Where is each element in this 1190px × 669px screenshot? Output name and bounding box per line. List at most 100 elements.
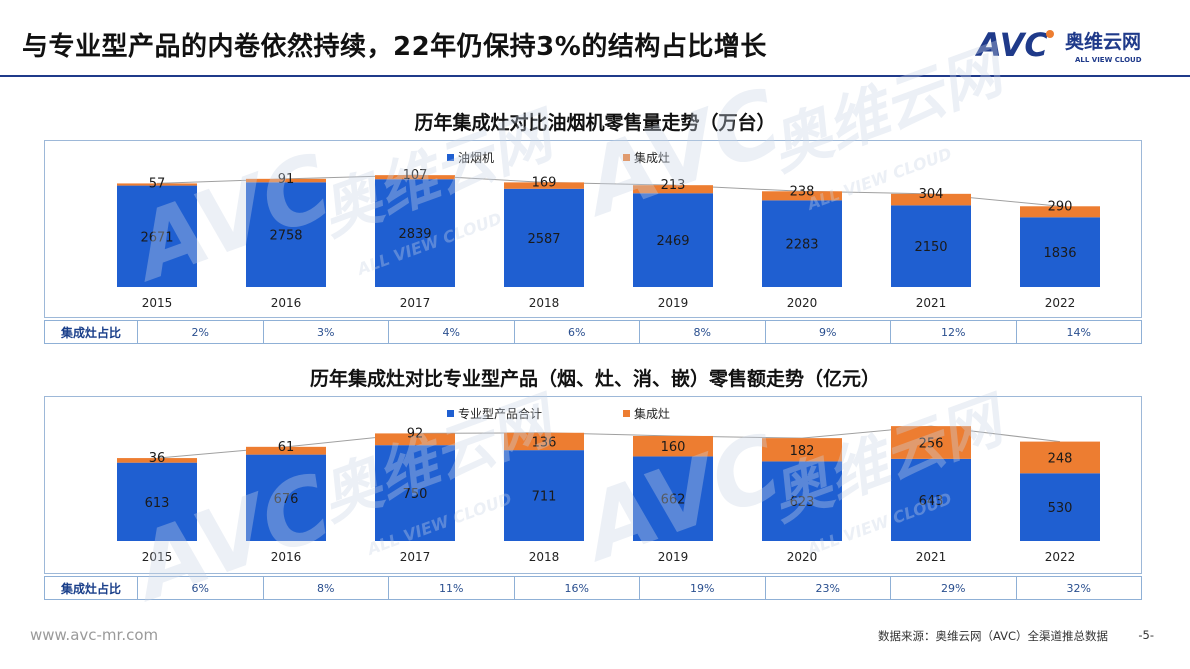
chart2-share-2016: 8% bbox=[262, 576, 389, 600]
chart2-bar-集成灶-2015 bbox=[117, 458, 197, 463]
chart2-x-tick-2022: 2022 bbox=[1045, 550, 1076, 564]
chart2-label-专业型产品合计-2017: 750 bbox=[403, 487, 428, 502]
chart1-bar-油烟机-2018 bbox=[504, 188, 584, 287]
chart2-share-2021: 29% bbox=[890, 576, 1017, 600]
chart1-x-tick-2017: 2017 bbox=[400, 296, 431, 310]
chart1-bar-油烟机-2020 bbox=[762, 200, 842, 287]
chart1-x-tick-2022: 2022 bbox=[1045, 296, 1076, 310]
chart1-label-油烟机-2015: 2671 bbox=[140, 230, 173, 245]
chart2-share-2017: 11% bbox=[388, 576, 515, 600]
chart2-share-2022: 32% bbox=[1015, 576, 1142, 600]
chart2-bar-集成灶-2016 bbox=[246, 446, 326, 455]
chart2-bar-专业型产品合计-2021 bbox=[891, 458, 971, 541]
chart2-legend-swatch-2 bbox=[623, 410, 630, 417]
chart1-share-2017: 4% bbox=[388, 320, 515, 344]
chart2-bar-集成灶-2022 bbox=[1020, 441, 1100, 474]
chart1-share-2018: 6% bbox=[513, 320, 640, 344]
chart1-label-集成灶-2021: 304 bbox=[919, 187, 944, 202]
chart2-x-tick-2017: 2017 bbox=[400, 550, 431, 564]
chart2-label-集成灶-2022: 248 bbox=[1048, 451, 1073, 466]
chart1-x-tick-2019: 2019 bbox=[658, 296, 689, 310]
chart2-x-tick-2020: 2020 bbox=[787, 550, 818, 564]
chart1-label-油烟机-2018: 2587 bbox=[527, 232, 560, 247]
chart2-share-2015: 6% bbox=[137, 576, 264, 600]
chart2-bar-专业型产品合计-2018 bbox=[504, 450, 584, 541]
chart1-label-油烟机-2020: 2283 bbox=[785, 238, 818, 253]
chart1-legend-swatch-1 bbox=[447, 154, 454, 161]
chart2-label-专业型产品合计-2019: 662 bbox=[661, 493, 686, 508]
chart2-label-集成灶-2017: 92 bbox=[407, 426, 424, 441]
chart2-bar-专业型产品合计-2015 bbox=[117, 462, 197, 541]
chart1-share-label: 集成灶占比 bbox=[44, 320, 138, 344]
avc-logo: AVC 奥维云网 ALL VIEW CLOUD bbox=[975, 26, 1142, 64]
chart2-x-tick-2018: 2018 bbox=[529, 550, 560, 564]
chart2-label-集成灶-2016: 61 bbox=[278, 440, 295, 455]
chart1-x-tick-2021: 2021 bbox=[916, 296, 947, 310]
chart1-x-tick-2015: 2015 bbox=[142, 296, 173, 310]
chart2-bar-专业型产品合计-2022 bbox=[1020, 473, 1100, 541]
chart1-label-集成灶-2022: 290 bbox=[1048, 199, 1073, 214]
chart1-bar-集成灶-2020 bbox=[762, 191, 842, 201]
logo-dot-icon bbox=[1046, 30, 1054, 38]
chart1-label-集成灶-2020: 238 bbox=[790, 184, 815, 199]
chart2-svg: 专业型产品合计 集成灶 613 36 2015 676 61 2016 750 92 2017 711… bbox=[117, 406, 1100, 564]
chart1-legend-label-2: 集成灶 bbox=[634, 150, 670, 165]
chart2-label-集成灶-2020: 182 bbox=[790, 444, 815, 459]
page-title: 与专业型产品的内卷依然持续，22年仍保持3%的结构占比增长 bbox=[22, 32, 767, 62]
footer-url: www.avc-mr.com bbox=[30, 626, 159, 644]
chart1-bar-集成灶-2019 bbox=[633, 185, 713, 194]
chart2-label-集成灶-2019: 160 bbox=[661, 440, 686, 455]
chart2-label-专业型产品合计-2016: 676 bbox=[274, 492, 299, 507]
page-number: -5- bbox=[1138, 628, 1154, 642]
chart1-legend-label-1: 油烟机 bbox=[458, 151, 494, 165]
chart1-bar-油烟机-2022 bbox=[1020, 217, 1100, 287]
chart1-label-油烟机-2021: 2150 bbox=[914, 240, 947, 255]
chart2-label-集成灶-2018: 136 bbox=[532, 435, 557, 450]
chart2-share-2018: 16% bbox=[513, 576, 640, 600]
chart1-label-集成灶-2016: 91 bbox=[278, 172, 295, 187]
chart1-frame: 油烟机 集成灶 2671 57 2015 2758 91 2016 2839 107 2017 258… bbox=[44, 140, 1142, 318]
chart1-label-集成灶-2018: 169 bbox=[532, 175, 557, 190]
chart2-bar-集成灶-2017 bbox=[375, 433, 455, 446]
chart2-share-label: 集成灶占比 bbox=[44, 576, 138, 600]
chart1-label-集成灶-2015: 57 bbox=[149, 176, 166, 191]
chart1-bar-集成灶-2015 bbox=[117, 183, 197, 186]
chart1-share-table: 集成灶占比 2% 3% 4% 6% 8% 9% 12% 14% bbox=[44, 320, 1142, 344]
chart1-label-集成灶-2019: 213 bbox=[661, 178, 686, 193]
chart2-legend-swatch-1 bbox=[447, 410, 454, 417]
chart2-label-集成灶-2015: 36 bbox=[149, 451, 166, 466]
chart1-bar-油烟机-2017 bbox=[375, 179, 455, 287]
footer-source: 数据来源：奥维云网（AVC）全渠道推总数据 bbox=[877, 629, 1108, 643]
chart1-bar-集成灶-2022 bbox=[1020, 206, 1100, 218]
chart2-title: 历年集成灶对比专业型产品（烟、灶、消、嵌）零售额走势（亿元） bbox=[309, 368, 880, 390]
chart1-bar-油烟机-2016 bbox=[246, 182, 326, 287]
logo-text: AVC bbox=[975, 26, 1048, 64]
title-divider bbox=[0, 75, 1190, 77]
chart2-bar-专业型产品合计-2017 bbox=[375, 445, 455, 541]
chart1-svg: 油烟机 集成灶 2671 57 2015 2758 91 2016 2839 107 2017 258… bbox=[117, 150, 1100, 310]
logo-en: ALL VIEW CLOUD bbox=[1075, 56, 1142, 64]
chart2-legend-label-2: 集成灶 bbox=[634, 406, 670, 421]
chart1-share-2016: 3% bbox=[262, 320, 389, 344]
chart2-legend-label-1: 专业型产品合计 bbox=[458, 406, 542, 421]
chart2-bar-集成灶-2021 bbox=[891, 426, 971, 459]
chart1-label-油烟机-2022: 1836 bbox=[1043, 246, 1076, 261]
chart1-x-tick-2018: 2018 bbox=[529, 296, 560, 310]
chart2-label-专业型产品合计-2020: 623 bbox=[790, 495, 815, 510]
chart2-bar-专业型产品合计-2020 bbox=[762, 461, 842, 541]
chart1-legend-swatch-2 bbox=[623, 154, 630, 161]
chart1-share-2020: 9% bbox=[764, 320, 891, 344]
chart1-bar-集成灶-2018 bbox=[504, 182, 584, 189]
chart2-label-专业型产品合计-2018: 711 bbox=[532, 490, 557, 505]
chart2-legend: 专业型产品合计 集成灶 bbox=[447, 406, 670, 421]
chart1-label-油烟机-2016: 2758 bbox=[269, 229, 302, 244]
chart2-label-专业型产品合计-2022: 530 bbox=[1048, 501, 1073, 516]
chart1-bar-油烟机-2021 bbox=[891, 205, 971, 287]
chart1-x-tick-2020: 2020 bbox=[787, 296, 818, 310]
chart1-bar-集成灶-2021 bbox=[891, 193, 971, 206]
chart2-label-专业型产品合计-2015: 613 bbox=[145, 496, 170, 511]
chart1-bar-集成灶-2016 bbox=[246, 178, 326, 183]
chart2-bar-专业型产品合计-2016 bbox=[246, 454, 326, 541]
chart2-frame: 专业型产品合计 集成灶 613 36 2015 676 61 2016 750 92 2017 711… bbox=[44, 396, 1142, 574]
chart2-bar-专业型产品合计-2019 bbox=[633, 456, 713, 541]
